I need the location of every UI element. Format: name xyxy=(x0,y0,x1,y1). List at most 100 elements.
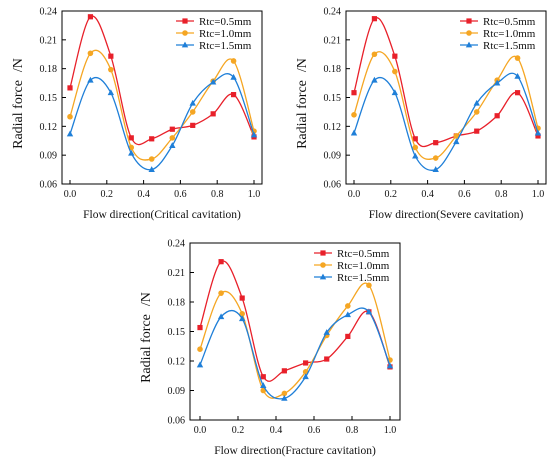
x-tick-label: 1.0 xyxy=(532,189,545,200)
data-point xyxy=(453,133,460,139)
data-point xyxy=(535,133,541,139)
data-point xyxy=(128,135,134,141)
data-point xyxy=(473,99,480,106)
data-point xyxy=(108,66,114,73)
series-line xyxy=(69,73,255,171)
data-point xyxy=(514,55,521,61)
data-point xyxy=(453,138,460,145)
series-3 xyxy=(196,307,394,401)
legend-marker xyxy=(465,41,473,48)
y-tick-label: 0.21 xyxy=(324,35,342,46)
y-axis-unit: /N xyxy=(139,292,154,306)
y-tick-label: 0.06 xyxy=(168,416,186,427)
x-tick-label: 0.4 xyxy=(270,425,283,436)
series-line xyxy=(69,15,255,146)
y-tick-label: 0.21 xyxy=(40,35,58,46)
legend-label: Rtc=1.5mm xyxy=(337,272,390,284)
x-axis-label: Flow direction(Critical cavitation) xyxy=(83,209,241,221)
data-point xyxy=(66,130,74,137)
data-point xyxy=(514,90,521,96)
legend-label: Rtc=1.0mm xyxy=(337,260,390,272)
data-point xyxy=(345,333,351,340)
x-tick-label: 0.8 xyxy=(495,189,508,200)
legend-marker xyxy=(181,41,189,48)
series-line xyxy=(199,260,391,382)
data-point xyxy=(371,16,378,22)
data-point xyxy=(148,156,155,162)
data-point xyxy=(190,122,196,128)
x-tick-label: 1.0 xyxy=(248,189,261,200)
series-1 xyxy=(197,259,393,382)
y-axis-label: Radial force/N xyxy=(11,58,26,149)
data-point xyxy=(432,155,439,161)
x-tick-label: 0.6 xyxy=(458,189,471,200)
y-tick-label: 0.09 xyxy=(40,151,58,162)
data-point xyxy=(514,72,521,79)
legend-marker xyxy=(466,18,472,24)
y-axis-label: Radial force/N xyxy=(139,292,154,383)
data-point xyxy=(148,166,155,172)
data-point xyxy=(303,360,309,366)
data-point xyxy=(149,136,155,142)
data-point xyxy=(366,282,372,289)
data-point xyxy=(239,311,245,317)
x-tick-label: 0.6 xyxy=(174,189,187,200)
y-tick-label: 0.12 xyxy=(40,122,58,133)
legend-label: Rtc=0.5mm xyxy=(337,248,390,260)
data-point xyxy=(230,92,237,98)
data-point xyxy=(281,390,288,397)
data-point xyxy=(169,135,176,141)
series-2 xyxy=(67,49,257,162)
series-line xyxy=(69,49,255,161)
data-point xyxy=(351,112,357,118)
x-tick-label: 0.2 xyxy=(101,189,114,200)
data-point xyxy=(344,311,352,318)
data-point xyxy=(209,78,217,85)
y-tick-label: 0.24 xyxy=(168,239,186,250)
chart-panel-2: 0.06 0.09 0.12 0.15 0.18 0.21 0.24 0.0 0.2 0.4 0.6… xyxy=(295,7,547,221)
data-point xyxy=(412,152,419,159)
y-tick-label: 0.18 xyxy=(324,64,342,75)
legend-marker xyxy=(182,18,188,24)
data-point xyxy=(218,259,224,265)
y-axis-label-text: Radial force xyxy=(11,80,26,149)
data-point xyxy=(87,14,94,20)
data-point xyxy=(197,324,203,331)
legend-marker xyxy=(320,250,326,256)
series-2 xyxy=(351,51,541,161)
y-axis-unit: /N xyxy=(295,58,310,72)
data-point xyxy=(210,111,216,117)
legend-label: Rtc=1.0mm xyxy=(483,28,536,40)
legend-marker xyxy=(320,262,326,268)
data-point xyxy=(250,131,258,138)
data-point xyxy=(189,99,196,106)
data-point xyxy=(323,329,330,335)
data-point xyxy=(67,85,73,91)
legend-label: Rtc=1.5mm xyxy=(483,40,536,52)
data-point xyxy=(230,58,237,64)
data-point xyxy=(351,90,357,96)
data-point xyxy=(386,362,394,369)
data-point xyxy=(474,128,480,134)
y-axis-unit: /N xyxy=(11,58,26,72)
y-axis-label: Radial force/N xyxy=(295,58,310,149)
legend-label: Rtc=1.5mm xyxy=(199,40,252,52)
data-point xyxy=(197,346,203,353)
legend-marker xyxy=(182,30,188,36)
data-point xyxy=(107,89,115,96)
y-tick-label: 0.12 xyxy=(168,357,186,368)
data-point xyxy=(412,144,419,151)
data-point xyxy=(534,129,542,136)
x-tick-label: 0.2 xyxy=(232,425,245,436)
data-point xyxy=(432,166,439,172)
x-tick-label: 0.8 xyxy=(346,425,359,436)
series-line xyxy=(353,72,539,171)
x-tick-label: 0.0 xyxy=(348,189,361,200)
data-point xyxy=(218,290,224,296)
data-point xyxy=(345,303,351,309)
data-point xyxy=(189,109,196,115)
